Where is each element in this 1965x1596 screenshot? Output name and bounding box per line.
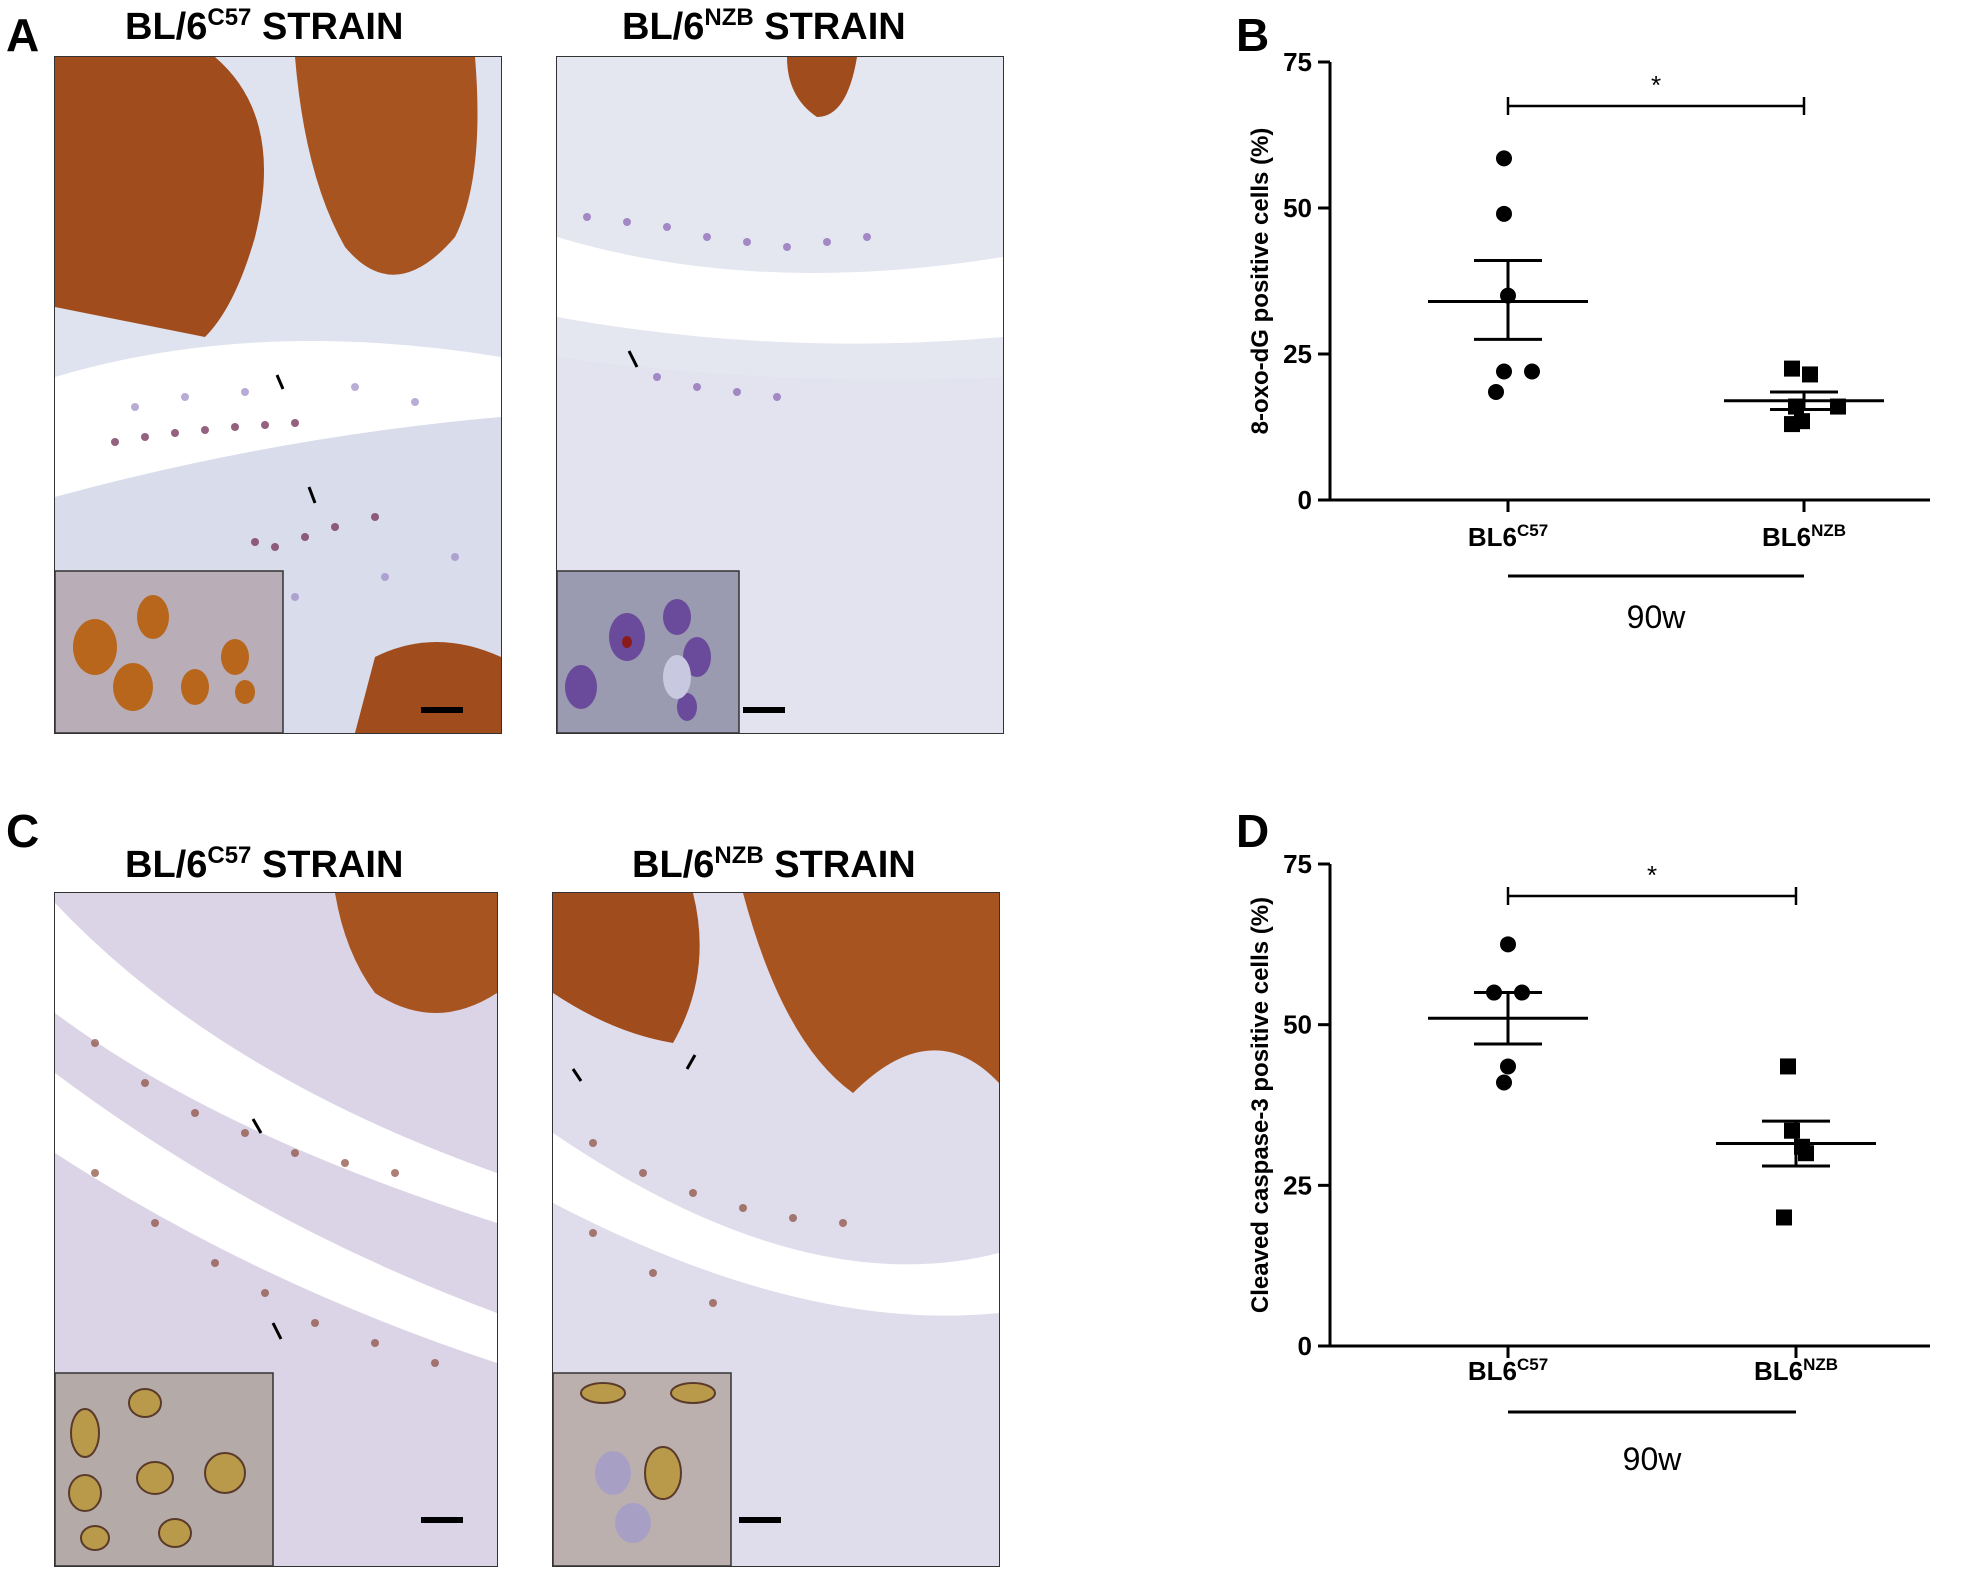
strain-sup: NZB (704, 4, 754, 31)
strain-prefix: BL/6 (125, 844, 208, 886)
strain-title-a-nzb: BL/6NZB STRAIN (622, 6, 906, 48)
data-point-circle (1500, 936, 1516, 953)
panel-letter-b: B (1236, 9, 1270, 61)
strain-title-a-c57: BL/6C57 STRAIN (125, 6, 404, 48)
y-tick-label: 25 (1283, 339, 1312, 369)
data-point-square (1798, 1145, 1814, 1162)
data-point-circle (1496, 205, 1512, 222)
data-point-square (1780, 1058, 1796, 1075)
data-point-circle (1500, 1058, 1516, 1075)
chart-d: 0 25 50 75 BL6C57 BL6NZB 90w Cleaved caspase-3 … (1247, 849, 1930, 1477)
panel-letter-c: C (6, 805, 40, 857)
strain-sup: C57 (207, 842, 252, 869)
micrograph-a-c57 (54, 56, 502, 734)
strain-suffix: STRAIN (251, 6, 404, 48)
strain-title-c-nzb: BL/6NZB STRAIN (632, 844, 916, 886)
data-point-circle (1496, 1074, 1512, 1091)
micrograph-c-c57 (54, 892, 498, 1567)
data-point-square (1784, 360, 1800, 377)
strain-suffix: STRAIN (753, 6, 906, 48)
strain-sup: C57 (207, 4, 252, 31)
significance-star: * (1647, 860, 1657, 890)
micrograph-c-nzb (552, 892, 1000, 1567)
y-tick-label: 0 (1298, 1331, 1312, 1361)
data-point-square (1784, 1122, 1800, 1139)
data-point-square (1794, 413, 1810, 430)
strain-suffix: STRAIN (251, 844, 404, 886)
data-point-circle (1524, 363, 1540, 380)
y-tick-label: 50 (1283, 193, 1312, 223)
data-point-circle (1496, 363, 1512, 380)
strain-title-c-c57: BL/6C57 STRAIN (125, 844, 404, 886)
group-label: 90w (1623, 1441, 1683, 1477)
x-tick-label: BL6NZB (1762, 521, 1846, 552)
data-point-square (1802, 366, 1818, 383)
data-point-circle (1488, 383, 1504, 400)
y-tick-label: 0 (1298, 485, 1312, 515)
y-tick-label: 75 (1283, 849, 1312, 879)
y-tick-label: 75 (1283, 50, 1312, 77)
chart-b: 0 25 50 75 BL6C57 BL6NZB 90w 8-oxo-dG positive … (1247, 50, 1930, 635)
panel-letter-a: A (6, 9, 40, 61)
y-axis-label: 8-oxo-dG positive cells (%) (1247, 128, 1274, 435)
significance-star: * (1651, 70, 1661, 100)
strain-suffix: STRAIN (763, 844, 916, 886)
strain-prefix: BL/6 (622, 6, 705, 48)
x-tick-label: BL6C57 (1468, 521, 1548, 552)
micrograph-a-nzb (556, 56, 1004, 734)
strain-sup: NZB (714, 842, 764, 869)
group-label: 90w (1627, 599, 1687, 635)
strain-prefix: BL/6 (632, 844, 715, 886)
y-tick-label: 25 (1283, 1170, 1312, 1200)
strain-prefix: BL/6 (125, 6, 208, 48)
data-point-square (1776, 1209, 1792, 1226)
y-axis-label: Cleaved caspase-3 positive cells (%) (1247, 897, 1274, 1313)
x-tick-label: BL6NZB (1754, 1355, 1838, 1386)
data-point-circle (1496, 150, 1512, 167)
panel-letter-d: D (1236, 805, 1270, 857)
y-tick-label: 50 (1283, 1010, 1312, 1040)
x-tick-label: BL6C57 (1468, 1355, 1548, 1386)
